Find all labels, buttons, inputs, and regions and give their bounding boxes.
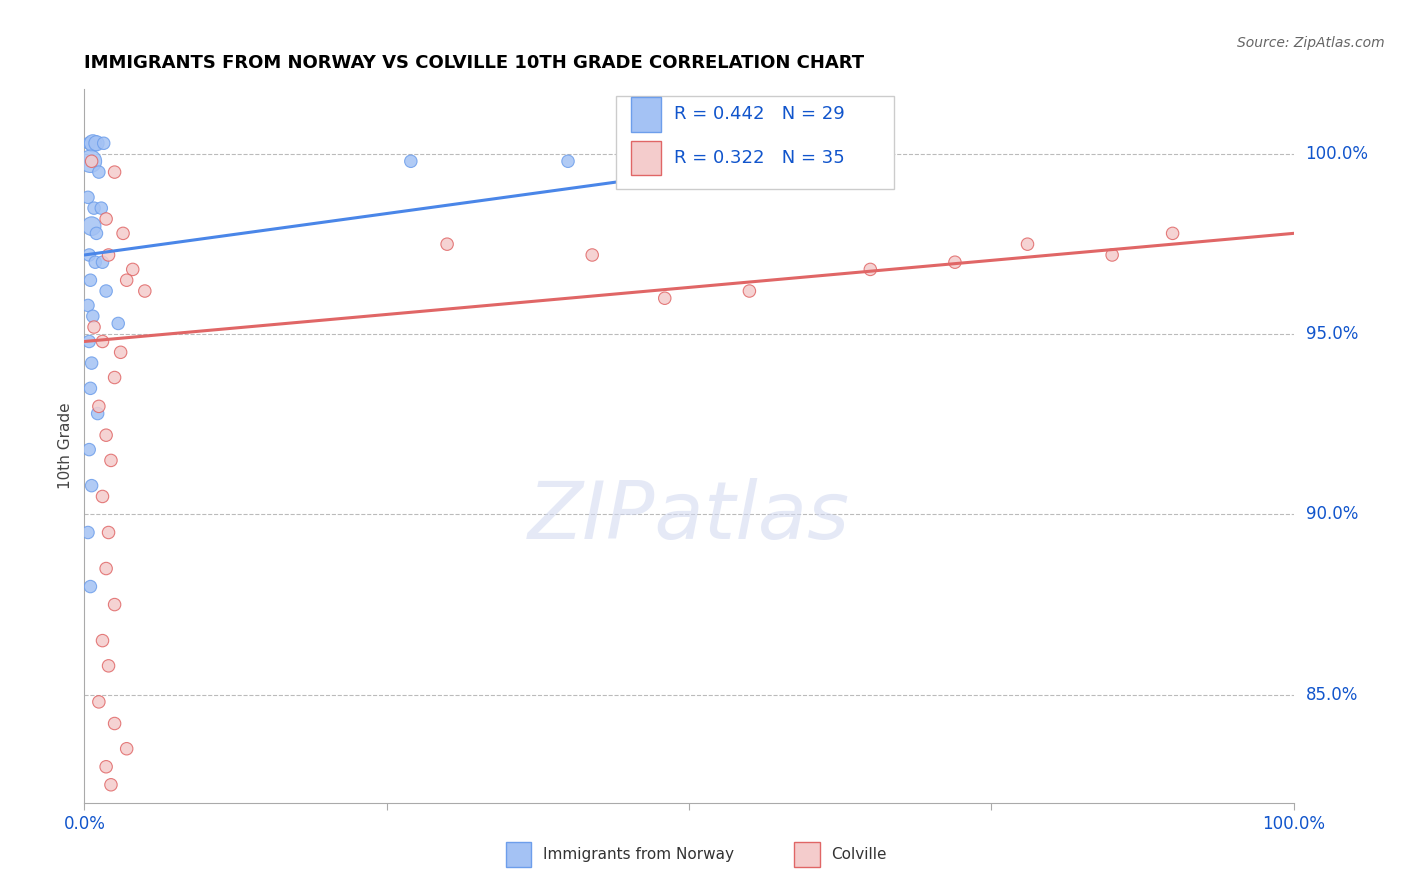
Point bbox=[83, 320, 105, 334]
Point bbox=[77, 248, 100, 262]
Point bbox=[1101, 248, 1123, 262]
Text: IMMIGRANTS FROM NORWAY VS COLVILLE 10TH GRADE CORRELATION CHART: IMMIGRANTS FROM NORWAY VS COLVILLE 10TH … bbox=[84, 54, 865, 71]
Text: R = 0.322   N = 35: R = 0.322 N = 35 bbox=[675, 149, 845, 167]
Point bbox=[79, 273, 101, 287]
Point bbox=[100, 453, 122, 467]
Text: 90.0%: 90.0% bbox=[1306, 506, 1358, 524]
FancyBboxPatch shape bbox=[631, 97, 661, 132]
Text: R = 0.442   N = 29: R = 0.442 N = 29 bbox=[675, 105, 845, 123]
Point bbox=[79, 580, 101, 594]
Y-axis label: 10th Grade: 10th Grade bbox=[58, 402, 73, 490]
Point bbox=[1017, 237, 1039, 252]
Point bbox=[436, 237, 458, 252]
Point bbox=[86, 136, 108, 151]
Point bbox=[115, 741, 138, 756]
Point bbox=[104, 716, 127, 731]
Point bbox=[104, 370, 127, 384]
Text: 95.0%: 95.0% bbox=[1306, 326, 1358, 343]
FancyBboxPatch shape bbox=[616, 96, 894, 189]
Point bbox=[97, 658, 120, 673]
Point bbox=[557, 154, 579, 169]
Point bbox=[80, 356, 103, 370]
Point bbox=[77, 136, 100, 151]
Point bbox=[110, 345, 132, 359]
Point bbox=[77, 442, 100, 457]
FancyBboxPatch shape bbox=[631, 141, 661, 175]
Point bbox=[91, 255, 114, 269]
Point bbox=[77, 298, 100, 312]
Point bbox=[738, 284, 761, 298]
Point bbox=[77, 525, 100, 540]
Text: Source: ZipAtlas.com: Source: ZipAtlas.com bbox=[1237, 36, 1385, 50]
Point bbox=[87, 400, 110, 414]
Point bbox=[943, 255, 966, 269]
Point bbox=[91, 633, 114, 648]
Point bbox=[91, 334, 114, 349]
Point bbox=[82, 136, 104, 151]
Point bbox=[80, 219, 103, 234]
Point bbox=[112, 227, 135, 241]
Point bbox=[107, 317, 129, 331]
Point bbox=[77, 190, 100, 204]
Point bbox=[97, 525, 120, 540]
Text: 85.0%: 85.0% bbox=[1306, 686, 1358, 704]
Point bbox=[77, 334, 100, 349]
Point bbox=[80, 478, 103, 492]
Point bbox=[94, 760, 117, 774]
Text: Immigrants from Norway: Immigrants from Norway bbox=[543, 847, 734, 862]
Point bbox=[121, 262, 143, 277]
Point bbox=[86, 407, 108, 421]
Point bbox=[104, 598, 127, 612]
Point bbox=[84, 255, 107, 269]
Point bbox=[97, 248, 120, 262]
Point bbox=[581, 248, 603, 262]
Point bbox=[104, 165, 127, 179]
Point bbox=[79, 381, 101, 395]
Point bbox=[90, 201, 112, 215]
Point bbox=[94, 211, 117, 226]
Point bbox=[94, 561, 117, 575]
Point bbox=[79, 154, 101, 169]
Point bbox=[859, 262, 882, 277]
Point bbox=[94, 428, 117, 442]
Point bbox=[115, 273, 138, 287]
Point bbox=[80, 154, 103, 169]
Point bbox=[94, 284, 117, 298]
Point bbox=[87, 165, 110, 179]
Point bbox=[91, 490, 114, 504]
Point bbox=[654, 291, 676, 305]
Point bbox=[93, 136, 115, 151]
Text: 100.0%: 100.0% bbox=[1306, 145, 1368, 163]
Point bbox=[399, 154, 422, 169]
Text: Colville: Colville bbox=[831, 847, 886, 862]
Text: ZIPatlas: ZIPatlas bbox=[527, 478, 851, 557]
Point bbox=[86, 227, 108, 241]
Point bbox=[87, 695, 110, 709]
Point bbox=[100, 778, 122, 792]
Point bbox=[1161, 227, 1184, 241]
Point bbox=[134, 284, 156, 298]
Point bbox=[82, 310, 104, 324]
Point bbox=[83, 201, 105, 215]
